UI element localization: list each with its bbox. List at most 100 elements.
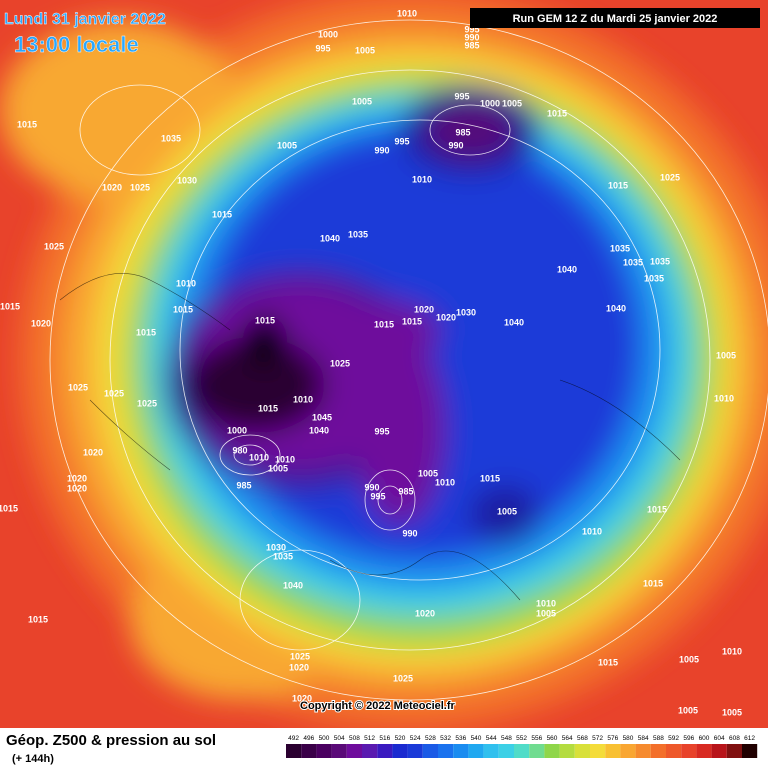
isobar-label: 1010 <box>714 393 734 403</box>
colorbar-label: 596 <box>683 735 694 742</box>
isobar-label: 1015 <box>598 657 618 667</box>
isobar-label: 1005 <box>536 608 556 618</box>
isobar-label: 980 <box>232 445 247 455</box>
colorbar-swatch <box>529 744 545 758</box>
colorbar-swatch <box>286 744 302 758</box>
colorbar-swatch <box>590 744 606 758</box>
isobar-label: 1015 <box>28 614 48 624</box>
isobar-label: 1025 <box>44 241 64 251</box>
colorbar-label: 508 <box>349 735 360 742</box>
colorbar-swatch <box>605 744 621 758</box>
colorbar-swatch <box>316 744 332 758</box>
isobar-label: 990 <box>464 32 479 42</box>
isobar-label: 985 <box>398 486 413 496</box>
colorbar-swatch <box>559 744 575 758</box>
isobar-label: 1035 <box>273 551 293 561</box>
colorbar-label: 608 <box>729 735 740 742</box>
isobar-label: 1015 <box>17 119 37 129</box>
footer-lead: (+ 144h) <box>12 753 54 765</box>
date: Lundi 31 janvier 2022 <box>4 11 166 28</box>
isobar-label: 1035 <box>623 257 643 267</box>
isobar-label: 1015 <box>647 504 667 514</box>
colorbar-label: 568 <box>577 735 588 742</box>
colorbar-label: 588 <box>653 735 664 742</box>
isobar-label: 1010 <box>582 526 602 536</box>
colorbar-swatch <box>468 744 484 758</box>
isobar-label: 1010 <box>249 452 269 462</box>
isobar-label: 1020 <box>289 662 309 672</box>
colorbar-label: 512 <box>364 735 375 742</box>
colorbar-label: 576 <box>607 735 618 742</box>
colorbar-label: 536 <box>455 735 466 742</box>
colorbar-swatch <box>726 744 742 758</box>
isobar-label: 1005 <box>678 705 698 715</box>
isobar-label: 1040 <box>309 425 329 435</box>
colorbar-swatch <box>362 744 378 758</box>
isobar-label: 1015 <box>0 301 20 311</box>
isobar-label: 990 <box>364 482 379 492</box>
isobar-label: 1020 <box>436 312 456 322</box>
isobar-label: 1000 <box>480 98 500 108</box>
isobar-label: 1025 <box>104 388 124 398</box>
colorbar-swatch <box>422 744 438 758</box>
colorbar-swatch <box>453 744 469 758</box>
colorbar-swatch <box>696 744 712 758</box>
colorbar-label: 500 <box>319 735 330 742</box>
colorbar-swatch <box>574 744 590 758</box>
isobar-label: 1015 <box>643 578 663 588</box>
isobar-label: 1005 <box>722 707 742 717</box>
colorbar-label: 572 <box>592 735 603 742</box>
colorbar-label: 544 <box>486 735 497 742</box>
isobar-label: 985 <box>236 480 251 490</box>
isobar-label: 990 <box>374 145 389 155</box>
isobar-label: 1030 <box>266 542 286 552</box>
colorbar-label: 492 <box>288 735 299 742</box>
isobar-label: 1005 <box>502 98 522 108</box>
isobar-label: 1010 <box>722 646 742 656</box>
colorbar-label: 532 <box>440 735 451 742</box>
colorbar-swatch <box>650 744 666 758</box>
isobar-label: 1005 <box>268 463 288 473</box>
isobar-label: 1025 <box>130 182 150 192</box>
isobar-label: 1040 <box>283 580 303 590</box>
colorbar-swatch <box>635 744 651 758</box>
isobar-label: 1025 <box>137 398 157 408</box>
colorbar-swatch <box>346 744 362 758</box>
isobar-label: 990 <box>448 140 463 150</box>
colorbar-swatch <box>742 744 758 758</box>
colorbar-label: 612 <box>744 735 755 742</box>
colorbar-swatch <box>377 744 393 758</box>
isobar-label: 985 <box>455 127 470 137</box>
isobar-label: 1020 <box>67 473 87 483</box>
isobar-label: 1015 <box>480 473 500 483</box>
copyright: Copyright © 2022 Meteociel.fr <box>300 700 456 712</box>
isobar-label: 995 <box>464 24 479 34</box>
isobar-label: 995 <box>374 426 389 436</box>
isobar-label: 1015 <box>374 319 394 329</box>
isobar-label: 1010 <box>536 598 556 608</box>
colorbar-label: 580 <box>623 735 634 742</box>
colorbar-label: 592 <box>668 735 679 742</box>
colorbar-label: 604 <box>714 735 725 742</box>
run-box <box>470 8 760 28</box>
colorbar-label: 584 <box>638 735 649 742</box>
isobar-label: 1025 <box>393 673 413 683</box>
isobar-label: 995 <box>315 43 330 53</box>
field <box>0 0 768 728</box>
isobar-label: 1015 <box>402 316 422 326</box>
colorbar-swatch <box>331 744 347 758</box>
isobar-label: 1040 <box>504 317 524 327</box>
isobar-label: 1035 <box>644 273 664 283</box>
isobar-label: 1010 <box>397 8 417 18</box>
isobar-label: 1020 <box>102 182 122 192</box>
isobar-label: 1020 <box>414 304 434 314</box>
isobar-label: 1015 <box>136 327 156 337</box>
isobar-label: 1005 <box>497 506 517 516</box>
isobar-label: 1040 <box>557 264 577 274</box>
isobar-label: 1010 <box>412 174 432 184</box>
colorbar-label: 548 <box>501 735 512 742</box>
time: 13:00 locale <box>14 32 139 57</box>
isobar-label: 1015 <box>212 209 232 219</box>
